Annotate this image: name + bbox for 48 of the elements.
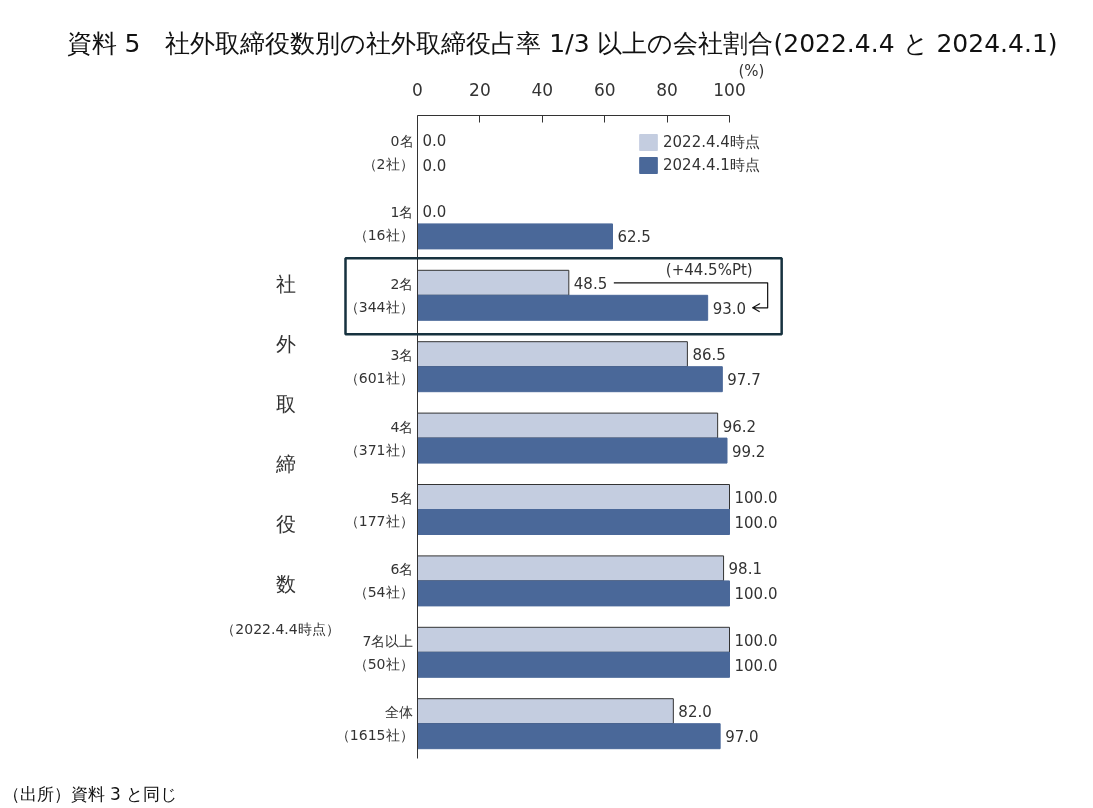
y-tick-label: 4名（371社） [344,418,414,458]
x-tick-label: 60 [593,79,616,100]
text: 社外取締役数（2022.4.4時点） [221,271,340,637]
y-tick-label: 1名（16社） [353,204,414,244]
y-tick-label: 3名（601社） [344,347,414,387]
data-label: 0.0 [422,132,447,150]
bar [417,366,723,393]
data-label: 82.0 [678,703,712,722]
y-tick-label: 5名（177社） [344,489,414,530]
data-label: 99.2 [732,442,766,461]
y-tick-label: 2名（344社） [344,275,414,315]
data-label: 48.5 [573,274,608,293]
x-tick-label: 0 [412,79,423,100]
x-tick-label: 20 [469,79,491,100]
data-label: 0.0 [422,203,447,222]
x-tick-label: 80 [656,79,678,100]
data-label: 100.0 [734,489,778,507]
bar [417,509,730,535]
legend-label: 2024.4.1時点 [663,155,760,175]
data-label: 97.0 [725,728,759,747]
data-label: 100.0 [734,631,778,650]
x-tick-label: 100 [713,79,746,100]
y-tick-label: 0名（2社） [362,132,414,173]
data-label: 93.0 [712,299,747,318]
text: （出所）資料 3 と同じ [2,783,178,804]
annotation: (+44.5%Pt) [665,260,753,279]
data-label: 0.0 [422,157,447,175]
bar [417,437,728,464]
data-label: 97.7 [727,371,761,390]
x-tick-label: 40 [531,79,554,100]
legend-label: 2022.4.4時点 [663,132,760,152]
data-label: 96.2 [722,417,757,436]
bar [417,723,721,750]
bar [417,651,730,678]
y-tick-label: 7名以上（50社） [353,632,414,672]
y-tick-label: 全体（1615社） [335,704,414,744]
data-label: 100.0 [734,514,778,532]
bar [417,223,613,250]
x-axis-title: (%) [738,61,765,80]
data-label: 100.0 [734,656,778,675]
y-tick-label: 6名（54社） [353,561,414,601]
data-label: 62.5 [617,228,651,247]
bar [417,294,709,321]
data-label: 98.1 [728,560,762,579]
data-label: 100.0 [734,585,778,604]
chart-title: 資料 5 社外取締役数別の社外取締役占率 1/3 以上の会社割合(2022.4.4 と 2024.4.1) [66,28,1058,58]
data-label: 86.5 [692,346,726,365]
bar [417,580,730,607]
